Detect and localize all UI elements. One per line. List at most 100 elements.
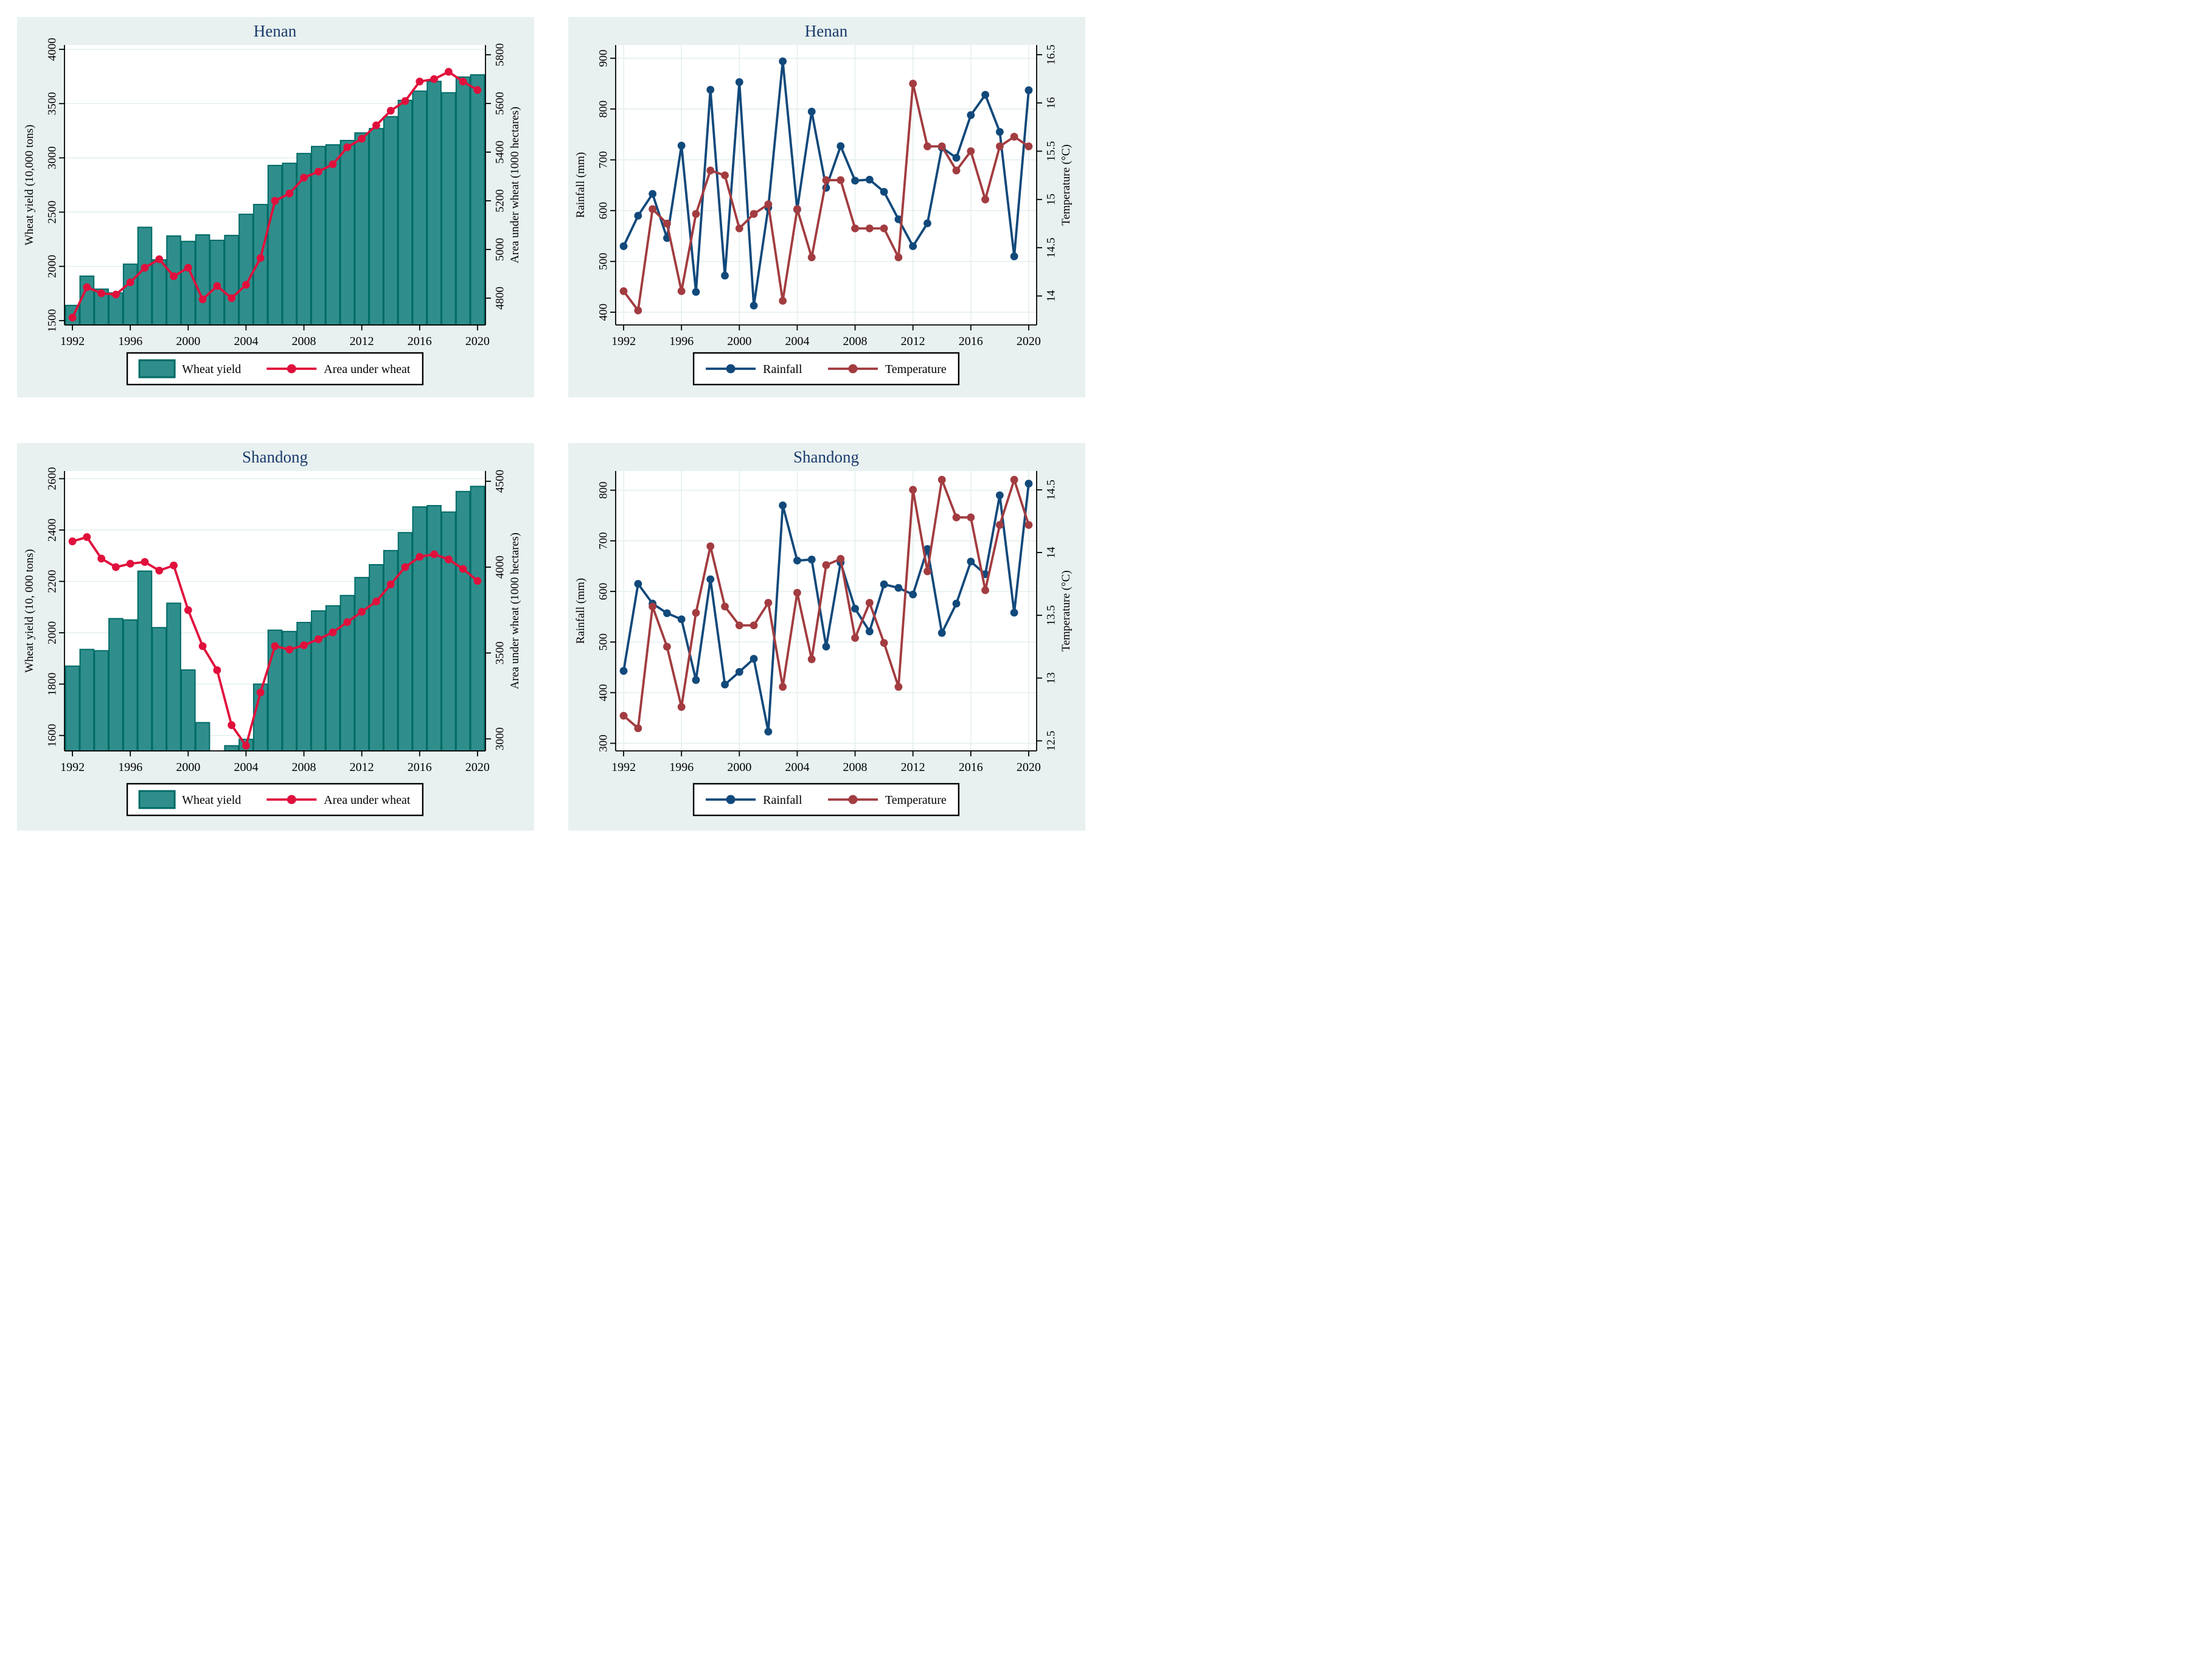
rainfall-point-1997 — [692, 288, 700, 296]
rainfall-point-2005 — [807, 107, 816, 116]
rainfall-point-1992 — [619, 242, 628, 250]
right-tick-label: 3000 — [494, 727, 507, 750]
x-tick-label: 2004 — [785, 335, 809, 348]
bar-2019 — [455, 490, 471, 751]
bar-2006 — [267, 164, 283, 326]
rainfall-point-1993 — [634, 212, 642, 220]
area-under-wheat-point-1995 — [112, 290, 120, 299]
bar-1997 — [137, 226, 153, 326]
temperature-point-2003 — [779, 296, 787, 305]
legend: Wheat yield Area under wheat — [126, 352, 424, 386]
rainfall-point-2019 — [1010, 608, 1018, 617]
x-tick-label: 2008 — [292, 335, 316, 348]
left-tick-label: 1600 — [46, 724, 59, 747]
henan-climate-chart: Henan 400 500 600 700 800 900 14 14.5 15 15.5 16 16.… — [568, 17, 1085, 397]
x-tick-label: 1996 — [118, 761, 142, 774]
left-tick-label: 700 — [597, 532, 610, 550]
temperature-point-2005 — [807, 253, 816, 262]
legend-label: Temperature — [885, 363, 947, 376]
figure-grid: Henan 1500 2000 2500 3000 3500 4000 4800 5000 520… — [0, 0, 1106, 831]
rainfall-point-2016 — [967, 111, 975, 119]
x-tick-label: 1992 — [60, 761, 85, 774]
area-under-wheat-point-2012 — [358, 608, 366, 616]
left-tick-label: 800 — [597, 100, 610, 118]
x-tick-label: 1992 — [611, 761, 636, 774]
x-tick-label: 2004 — [785, 761, 809, 774]
area-under-wheat-point-2004 — [242, 742, 250, 750]
legend-swatch — [138, 359, 176, 378]
temperature-point-2005 — [807, 655, 816, 663]
area-under-wheat-point-2006 — [271, 642, 279, 650]
left-tick-label: 400 — [597, 304, 610, 321]
left-tick-label: 2400 — [46, 518, 59, 542]
area-under-wheat-point-2014 — [386, 580, 395, 588]
rainfall-point-2010 — [880, 580, 888, 588]
area-under-wheat-point-2017 — [430, 75, 438, 83]
area-under-wheat-point-2005 — [256, 688, 265, 697]
area-under-wheat-point-2019 — [459, 77, 467, 86]
area-under-wheat-point-2001 — [198, 295, 207, 304]
right-tick-label: 4000 — [494, 556, 507, 579]
rainfall-point-2019 — [1010, 252, 1018, 260]
bar-1996 — [122, 263, 138, 326]
bar-2020 — [470, 486, 485, 751]
right-tick-label: 16.5 — [1045, 44, 1058, 64]
area-under-wheat-point-2000 — [184, 263, 192, 272]
right-tick-label: 14 — [1045, 546, 1058, 559]
legend-marker-dot — [848, 795, 858, 804]
left-tick-label: 500 — [597, 633, 610, 651]
bar-2018 — [441, 92, 456, 326]
area-under-wheat-point-2013 — [372, 598, 380, 605]
temperature-point-2010 — [880, 639, 888, 647]
area-under-wheat-point-1997 — [141, 263, 149, 272]
temperature-point-1993 — [634, 724, 642, 733]
left-tick-label: 600 — [597, 583, 610, 601]
x-tick-label: 2020 — [465, 335, 490, 348]
left-tick-label: 300 — [597, 734, 610, 752]
left-axis-title: Wheat yield (10,000 tons) — [23, 125, 36, 245]
legend-label: Temperature — [885, 793, 947, 807]
bar-2014 — [383, 116, 398, 326]
area-under-wheat-point-2009 — [314, 167, 322, 176]
bar-2009 — [311, 610, 326, 751]
bar-2016 — [412, 90, 428, 326]
x-tick-label: 2008 — [843, 761, 868, 774]
bar-1993 — [79, 649, 95, 752]
bar-2003 — [224, 745, 239, 751]
temperature-point-2010 — [880, 224, 888, 232]
temperature-point-1999 — [721, 602, 729, 611]
legend-swatch — [138, 790, 176, 809]
temperature-point-2012 — [909, 486, 917, 494]
bar-2019 — [455, 76, 471, 326]
rainfall-point-2001 — [750, 655, 758, 663]
bar-2012 — [354, 577, 369, 752]
bar-2018 — [441, 511, 456, 751]
area-under-wheat-point-2018 — [444, 555, 453, 563]
temperature-point-2011 — [894, 253, 903, 262]
rainfall-point-2013 — [923, 219, 931, 228]
bar-2015 — [397, 99, 413, 326]
area-under-wheat-point-2018 — [444, 68, 453, 76]
area-under-wheat-point-2016 — [416, 77, 424, 86]
left-tick-label: 2500 — [46, 201, 59, 224]
bar-1994 — [94, 650, 109, 751]
chart-panel-shandong-wheat: Shandong 1600 1800 2000 2200 2400 2600 3000 3500… — [17, 443, 534, 831]
temperature-point-2011 — [894, 683, 903, 691]
rainfall-point-1998 — [706, 86, 715, 94]
right-tick-label: 3500 — [494, 641, 507, 664]
left-tick-label: 3000 — [46, 146, 59, 169]
rainfall-point-1998 — [706, 575, 715, 584]
temperature-point-1997 — [692, 210, 700, 218]
rainfall-point-2020 — [1024, 86, 1033, 94]
area-under-wheat-point-2010 — [329, 160, 337, 169]
area-under-wheat-point-1998 — [155, 567, 164, 575]
x-tick-label: 2020 — [1017, 335, 1041, 348]
legend-marker-dot — [287, 364, 296, 374]
legend-marker-dot — [287, 795, 296, 804]
area-under-wheat-point-1996 — [126, 278, 134, 287]
bar-2011 — [339, 139, 355, 326]
rainfall-point-1996 — [677, 141, 686, 150]
right-tick-label: 13.5 — [1045, 605, 1058, 626]
temperature-point-2015 — [952, 166, 961, 175]
bar-1997 — [137, 570, 153, 751]
